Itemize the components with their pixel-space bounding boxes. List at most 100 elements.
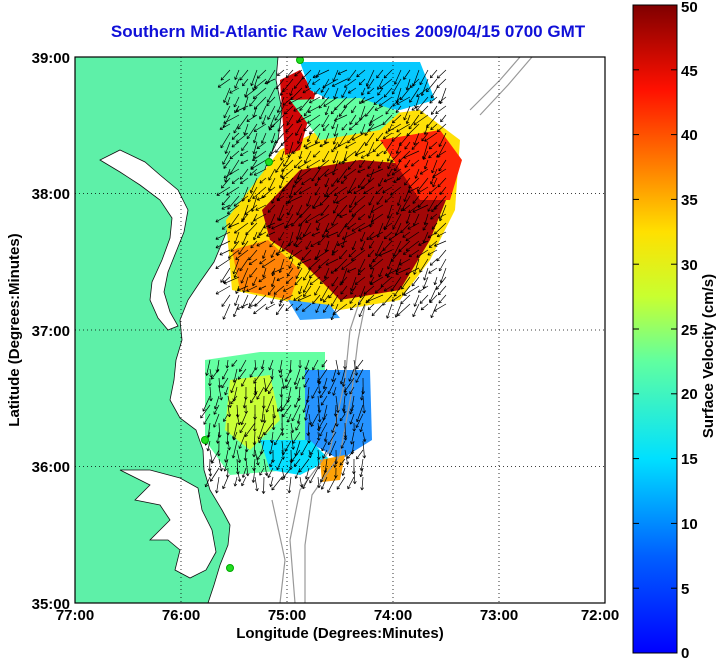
velocity-vector — [408, 177, 420, 189]
velocity-vector — [256, 231, 267, 238]
velocity-vector — [291, 404, 301, 422]
velocity-vector — [227, 249, 240, 259]
velocity-vector — [213, 404, 220, 415]
velocity-vector — [324, 177, 330, 188]
velocity-vector — [325, 258, 339, 266]
velocity-vector — [301, 69, 312, 80]
velocity-vector — [270, 368, 274, 380]
velocity-vector — [383, 222, 393, 230]
velocity-vector — [321, 440, 328, 452]
velocity-vector — [359, 96, 366, 105]
velocity-vector — [316, 449, 321, 460]
x-tick-label: 77:00 — [56, 607, 94, 624]
velocity-vector — [373, 96, 384, 106]
velocity-vector — [246, 114, 258, 122]
velocity-vector — [227, 440, 231, 451]
velocity-vector — [296, 204, 303, 216]
velocity-vector — [323, 267, 330, 279]
velocity-vector — [331, 249, 339, 256]
velocity-vector — [395, 141, 402, 154]
velocity-vector — [340, 177, 348, 184]
velocity-vector — [357, 267, 366, 276]
velocity-vector — [221, 177, 231, 189]
velocity-vector — [330, 105, 339, 115]
velocity-vector — [316, 222, 321, 231]
velocity-vector — [220, 267, 231, 283]
velocity-vector — [294, 168, 303, 184]
velocity-vector — [354, 276, 366, 285]
velocity-vector — [368, 195, 375, 206]
velocity-vector — [221, 368, 229, 380]
velocity-vector — [269, 240, 276, 248]
velocity-vector — [365, 105, 375, 117]
velocity-vector — [310, 440, 319, 456]
velocity-vector — [261, 476, 266, 494]
velocity-vector — [316, 422, 321, 432]
velocity-vector — [412, 195, 420, 204]
velocity-vector — [369, 258, 384, 270]
velocity-vector — [293, 159, 303, 169]
colorbar-tick-label: 5 — [681, 581, 689, 598]
velocity-vector — [230, 240, 240, 253]
velocity-vector — [256, 69, 267, 79]
velocity-vector — [274, 132, 285, 144]
velocity-vector — [383, 231, 393, 240]
velocity-vector — [236, 467, 242, 482]
velocity-vector — [301, 177, 312, 185]
velocity-vector — [354, 150, 366, 157]
velocity-vector — [436, 78, 447, 89]
velocity-vector — [332, 303, 348, 316]
velocity-vector — [229, 150, 240, 160]
velocity-vector — [232, 303, 240, 318]
velocity-vector — [306, 132, 312, 143]
velocity-vector — [432, 168, 447, 178]
velocity-vector — [312, 204, 321, 210]
velocity-vector — [210, 467, 220, 482]
velocity-vector — [357, 168, 366, 173]
velocity-vector — [428, 267, 438, 274]
velocity-vector — [226, 96, 231, 106]
velocity-vector — [253, 123, 267, 132]
velocity-vector — [263, 458, 269, 476]
velocity-vector — [299, 476, 304, 488]
velocity-vector — [223, 458, 229, 472]
velocity-vector — [218, 458, 223, 472]
velocity-vector — [343, 359, 347, 370]
velocity-vector — [205, 359, 211, 376]
grid-lines — [75, 57, 605, 603]
velocity-vector — [304, 404, 310, 421]
velocity-vector — [265, 395, 274, 413]
velocity-vector — [377, 78, 384, 90]
velocity-vector — [324, 168, 339, 177]
velocity-vector — [331, 276, 339, 287]
velocity-vector — [280, 150, 285, 161]
velocity-vector — [335, 395, 340, 413]
y-tick-label: 38:00 — [32, 186, 70, 203]
velocity-vector — [343, 78, 357, 88]
velocity-vector — [286, 114, 294, 126]
velocity-vector — [337, 69, 348, 75]
velocity-vector — [413, 258, 420, 275]
velocity-vector — [320, 285, 330, 302]
velocity-vector — [407, 186, 420, 193]
velocity-vector — [234, 78, 240, 89]
velocity-vector — [249, 267, 258, 278]
velocity-vector — [315, 303, 321, 313]
velocity-vector — [204, 476, 211, 488]
velocity-vector — [278, 231, 285, 241]
velocity-vector — [366, 231, 375, 241]
radar-station — [265, 158, 273, 166]
velocity-vector — [387, 159, 393, 170]
velocity-vector — [367, 249, 375, 258]
velocity-vector — [276, 276, 285, 282]
velocity-vector — [303, 123, 312, 132]
velocity-vector — [303, 105, 312, 117]
velocity-vector — [302, 368, 310, 380]
velocity-vector — [293, 294, 303, 301]
velocity-vector — [305, 240, 312, 250]
velocity-vector — [237, 368, 247, 380]
velocity-vector — [235, 105, 249, 113]
velocity-vector — [336, 168, 348, 183]
velocity-vector — [432, 177, 438, 188]
velocity-vector — [297, 168, 312, 180]
